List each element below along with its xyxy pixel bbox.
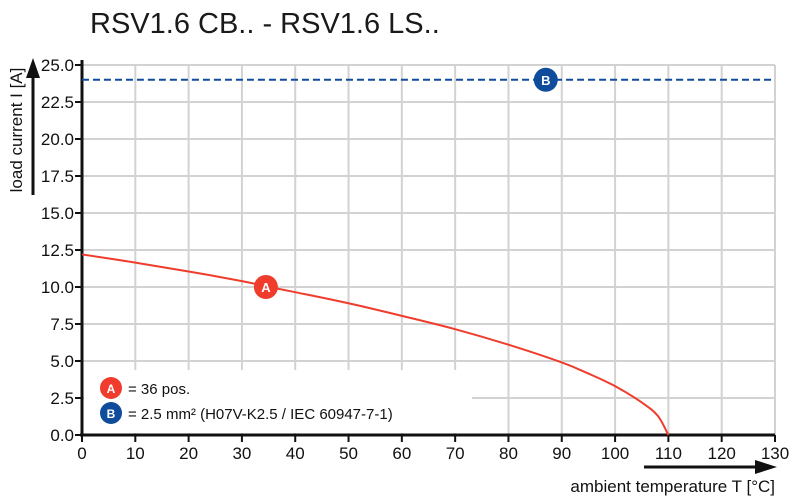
legend-box <box>84 370 472 433</box>
y-tick-label: 0.0 <box>50 426 74 445</box>
x-axis-arrowhead <box>755 460 777 474</box>
chart-title: RSV1.6 CB.. - RSV1.6 LS.. <box>90 8 440 40</box>
y-tick-label: 10.0 <box>41 278 74 297</box>
x-tick-label: 70 <box>446 444 465 463</box>
y-tick-label: 5.0 <box>50 352 74 371</box>
x-tick-label: 30 <box>232 444 251 463</box>
x-tick-label: 110 <box>655 444 682 463</box>
x-tick-label: 60 <box>392 444 411 463</box>
x-axis-label: ambient temperature T [°C] <box>570 477 775 496</box>
series-marker-b <box>533 67 558 92</box>
y-axis-label: load current I [A] <box>7 68 26 193</box>
y-tick-label: 25.0 <box>41 56 74 75</box>
x-tick-label: 20 <box>179 444 198 463</box>
y-tick-label: 2.5 <box>50 389 74 408</box>
x-tick-label: 80 <box>499 444 518 463</box>
x-tick-label: 100 <box>601 444 629 463</box>
x-tick-label: 50 <box>339 444 358 463</box>
legend-text: = 36 pos. <box>128 381 190 398</box>
y-tick-label: 15.0 <box>41 204 74 223</box>
y-tick-label: 17.5 <box>41 167 74 186</box>
legend-text: = 2.5 mm² (H07V-K2.5 / IEC 60947-7-1) <box>128 406 393 423</box>
y-tick-label: 7.5 <box>50 315 74 334</box>
series-line-a <box>81 253 670 436</box>
x-tick-label: 130 <box>761 444 789 463</box>
series-marker-a <box>253 275 278 299</box>
x-tick-label: 10 <box>126 444 145 463</box>
y-axis-arrowhead <box>26 58 40 78</box>
x-tick-label: 90 <box>552 444 571 463</box>
x-tick-label: 120 <box>708 444 736 463</box>
legend-marker-label: B <box>107 407 116 421</box>
legend-marker-b <box>100 402 122 424</box>
legend-marker-a <box>100 377 122 399</box>
x-tick-label: 0 <box>77 444 86 463</box>
series-marker-label: B <box>541 73 550 88</box>
y-tick-label: 22.5 <box>41 93 74 112</box>
y-tick-label: 12.5 <box>41 241 74 260</box>
legend-marker-label: A <box>107 382 116 396</box>
y-tick-label: 20.0 <box>41 130 74 149</box>
x-tick-label: 40 <box>286 444 305 463</box>
series-marker-label: A <box>261 280 271 295</box>
